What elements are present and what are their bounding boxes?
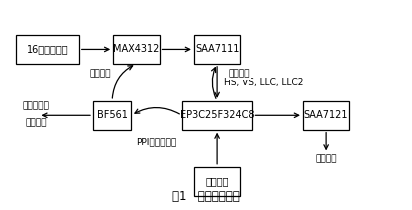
Text: HS, VS, LLC, LLC2: HS, VS, LLC, LLC2	[224, 78, 303, 87]
Text: 输出显示: 输出显示	[315, 154, 337, 163]
Text: 16路视频通道: 16路视频通道	[27, 45, 68, 54]
Text: 控制信号: 控制信号	[89, 70, 111, 79]
FancyBboxPatch shape	[113, 35, 159, 64]
FancyBboxPatch shape	[303, 101, 349, 130]
Text: 状态，报警: 状态，报警	[23, 101, 50, 110]
FancyBboxPatch shape	[194, 35, 240, 64]
Text: 图1   系统总体结构: 图1 系统总体结构	[172, 190, 240, 203]
Text: 信号输出: 信号输出	[26, 118, 47, 127]
Text: EP3C25F324C8: EP3C25F324C8	[180, 110, 254, 120]
Text: BF561: BF561	[97, 110, 128, 120]
Text: 控制信号: 控制信号	[229, 70, 250, 79]
FancyBboxPatch shape	[16, 35, 79, 64]
FancyBboxPatch shape	[182, 101, 253, 130]
FancyBboxPatch shape	[93, 101, 131, 130]
Text: SAA7111: SAA7111	[195, 45, 239, 54]
Text: PPI口传输图像: PPI口传输图像	[136, 138, 177, 147]
FancyBboxPatch shape	[194, 167, 240, 196]
Text: 拨动开关: 拨动开关	[205, 176, 229, 186]
Text: MAX4312: MAX4312	[113, 45, 159, 54]
Text: SAA7121: SAA7121	[304, 110, 349, 120]
